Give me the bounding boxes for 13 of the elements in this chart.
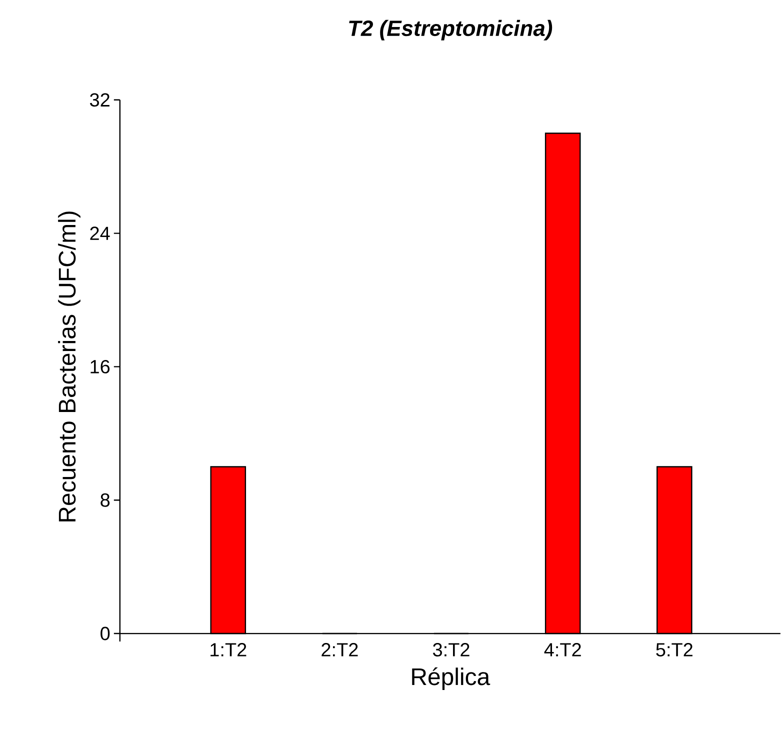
chart-title: T2 (Estreptomicina) xyxy=(349,20,552,40)
y-tick-label: 32 xyxy=(90,92,110,106)
x-tick-label: 3:T2 xyxy=(432,642,470,656)
y-tick-label: 0 xyxy=(100,626,110,640)
x-tick-label: 5:T2 xyxy=(656,642,692,656)
x-tick-label: 1:T2 xyxy=(210,642,246,656)
y-axis-title: Recuento Bacterias (UFC/ml) xyxy=(58,211,80,522)
x-axis-title: Réplica xyxy=(412,667,490,690)
y-tick-label: 16 xyxy=(90,360,110,374)
x-tick-label: 4:T2 xyxy=(544,642,581,656)
y-tick-label: 8 xyxy=(100,493,110,507)
y-tick-label: 24 xyxy=(90,226,110,240)
x-tick-label: 2:T2 xyxy=(322,642,358,656)
